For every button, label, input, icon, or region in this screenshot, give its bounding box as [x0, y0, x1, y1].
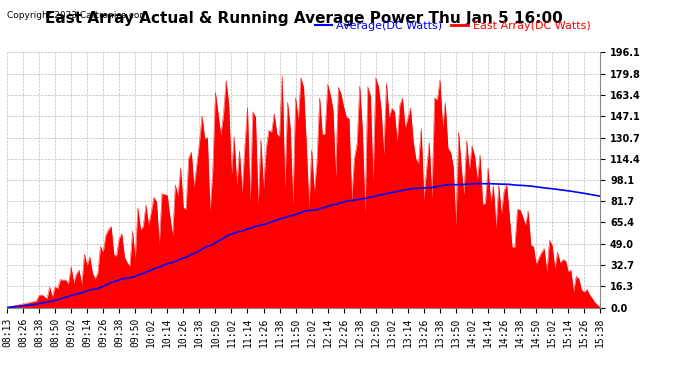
Text: East Array Actual & Running Average Power Thu Jan 5 16:00: East Array Actual & Running Average Powe…: [45, 11, 562, 26]
Legend: Average(DC Watts), East Array(DC Watts): Average(DC Watts), East Array(DC Watts): [311, 17, 595, 36]
Text: Copyright 2023 Cartronics.com: Copyright 2023 Cartronics.com: [7, 11, 148, 20]
